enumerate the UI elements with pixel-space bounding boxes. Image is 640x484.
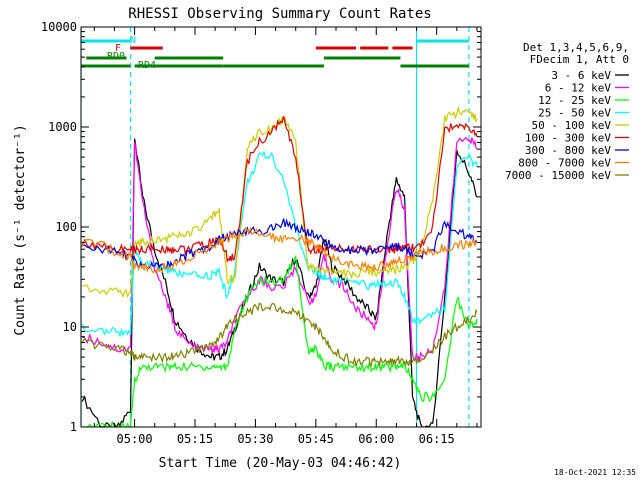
y-tick-label: 100 [55, 220, 77, 234]
flag-label-f: F [115, 43, 121, 54]
y-tick-label: 1 [70, 420, 77, 434]
legend-entry-label: 50 - 100 keV [532, 119, 612, 132]
series-line-3 [81, 150, 478, 338]
legend-header-line: Det 1,3,4,5,6,9, [523, 41, 629, 54]
legend-entry-label: 6 - 12 keV [545, 82, 612, 95]
axes: 1 10 100 1000 10000 05:00 05:15 05:30 05:45 06:00… [41, 20, 482, 446]
legend-entry-label: 300 - 800 keV [525, 144, 611, 157]
x-tick-label: 05:45 [298, 432, 334, 446]
series-line-2 [82, 255, 478, 427]
plot-area [81, 27, 478, 427]
x-tick-label: 05:00 [117, 432, 153, 446]
series-line-6 [82, 218, 478, 269]
legend-entry-label: 800 - 7000 keV [518, 157, 611, 170]
x-tick-label: 06:00 [358, 432, 394, 446]
y-axis-label: Count Rate (s⁻¹ detector⁻¹) [13, 124, 28, 335]
series-line-0 [81, 138, 478, 427]
series-line-8 [81, 302, 478, 368]
x-tick-label: 06:15 [419, 432, 455, 446]
legend-entry-label: 12 - 25 keV [538, 94, 611, 107]
legend-entry-label: 25 - 50 keV [538, 107, 611, 120]
x-axis-label: Start Time (20-May-03 04:46:42) [159, 456, 402, 471]
legend-header-line: FDecim 1, Att 0 [530, 53, 629, 66]
series-line-7 [81, 226, 478, 275]
y-tick-label: 10 [63, 320, 77, 334]
y-tick-label: 10000 [41, 20, 77, 34]
flag-label-rd4: RD4 [138, 60, 156, 71]
y-tick-label: 1000 [48, 120, 77, 134]
chart-title: RHESSI Observing Summary Count Rates [128, 6, 431, 22]
x-tick-label: 05:30 [237, 432, 273, 446]
legend-entry-label: 3 - 6 keV [551, 69, 611, 82]
timestamp-label: 18-Oct-2021 12:35 [554, 468, 636, 477]
legend-entry-label: 100 - 300 keV [525, 132, 611, 145]
flag-label-rd0: RD0 [107, 51, 125, 62]
flag-label-n: N [130, 35, 136, 46]
legend-entry-label: 7000 - 15000 keV [505, 169, 611, 182]
x-tick-label: 05:15 [177, 432, 213, 446]
legend: Det 1,3,4,5,6,9,FDecim 1, Att 0 3 - 6 keV… [505, 41, 629, 182]
